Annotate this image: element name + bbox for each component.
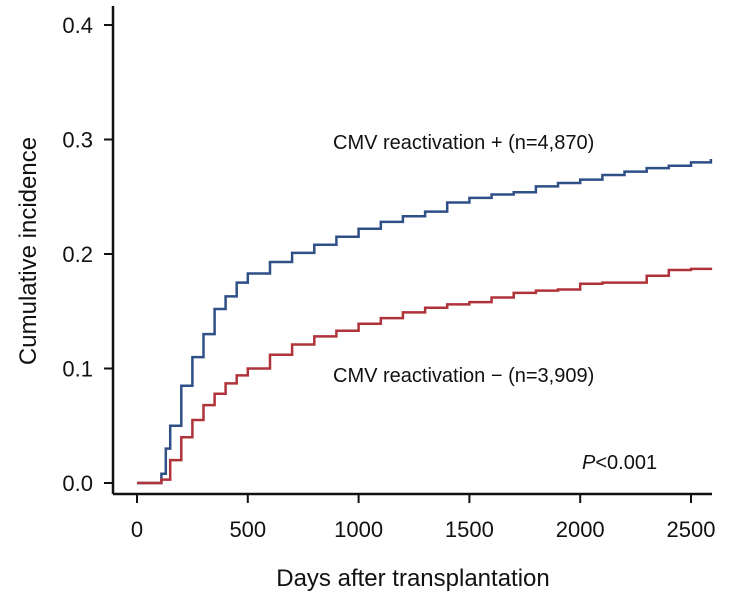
x-tick-label: 2500 xyxy=(667,517,716,542)
x-tick-label: 0 xyxy=(131,517,143,542)
series-label-positive: CMV reactivation + (n=4,870) xyxy=(333,132,594,154)
x-tick-label: 1500 xyxy=(445,517,494,542)
x-axis: 0 500 1000 1500 2000 2500 xyxy=(113,492,716,542)
x-ticks: 0 500 1000 1500 2000 2500 xyxy=(131,494,716,542)
y-tick-label: 0.1 xyxy=(62,357,93,382)
y-tick-label: 0.4 xyxy=(62,13,93,38)
series-label-negative: CMV reactivation − (n=3,909) xyxy=(333,365,594,387)
p-value-symbol: P xyxy=(582,452,596,474)
x-tick-label: 1000 xyxy=(334,517,383,542)
y-tick-label: 0.2 xyxy=(62,242,93,267)
series-line-cmv-negative xyxy=(137,267,713,485)
series-line-cmv-positive xyxy=(137,159,713,485)
x-tick-label: 500 xyxy=(229,517,266,542)
y-tick-label: 0.0 xyxy=(62,471,93,496)
x-axis-title: Days after transplantation xyxy=(276,565,549,592)
x-tick-label: 2000 xyxy=(556,517,605,542)
series-lines xyxy=(137,159,713,485)
y-ticks: 0.0 0.1 0.2 0.3 0.4 xyxy=(62,13,113,496)
y-axis-title: Cumulative incidence xyxy=(15,137,42,365)
p-value: P<0.001 xyxy=(582,452,657,474)
y-tick-label: 0.3 xyxy=(62,128,93,153)
p-value-text: <0.001 xyxy=(595,452,657,474)
y-axis: 0.0 0.1 0.2 0.3 0.4 xyxy=(62,6,115,496)
